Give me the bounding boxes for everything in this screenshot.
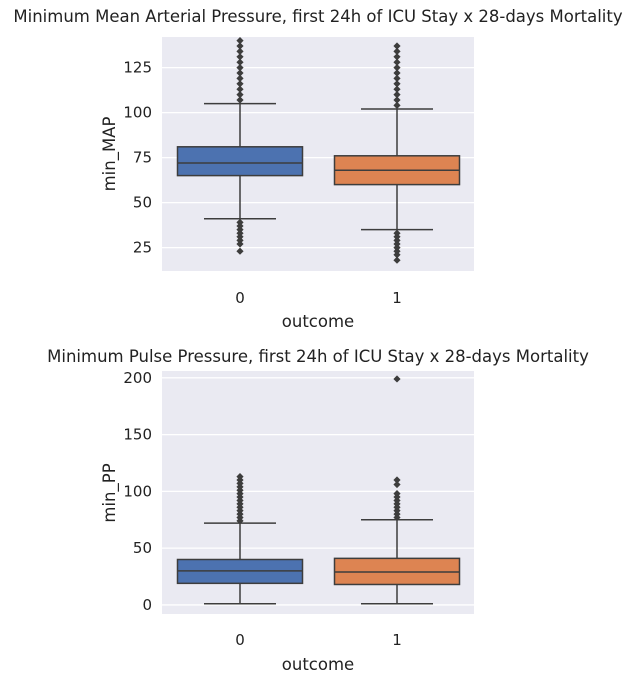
map-flier [393,74,401,82]
map-x-tick-1: 1 [392,289,402,307]
map-flier [236,91,244,99]
map-flier [236,74,244,82]
map-flier [236,64,244,72]
map-flier [236,53,244,61]
map-flier [393,229,401,237]
pp-y-tick-3: 150 [123,426,152,444]
map-x-tick-0: 0 [235,289,245,307]
map-flier [393,47,401,55]
map-flier [393,69,401,77]
map-flier [236,69,244,77]
pp-y-tick-1: 50 [133,539,152,557]
map-y-axis-label: min_MAP [100,117,120,192]
pp-x-axis-label: outcome [282,655,354,674]
map-y-tick-4: 125 [123,59,152,77]
pp-flier [393,476,401,484]
pp-y-tick-4: 200 [123,369,152,387]
map-flier [393,101,401,109]
pp-y-axis-label: min_PP [100,463,120,522]
map-flier [236,80,244,88]
map-flier [236,47,244,55]
pp-y-tick-0: 0 [142,596,152,614]
map-box-1 [333,42,461,264]
map-chart-title: Minimum Mean Arterial Pressure, first 24… [13,7,622,26]
pp-box-0 [176,473,304,605]
map-flier [236,37,244,45]
pp-x-tick-1: 1 [392,631,402,649]
map-y-tick-0: 25 [133,239,152,257]
map-flier [236,85,244,93]
map-flier [393,53,401,61]
map-y-tick-1: 50 [133,194,152,212]
pp-flier [393,480,401,489]
map-flier [393,42,401,50]
pp-flier [393,490,401,498]
map-flier [393,64,401,72]
pp-chart: Minimum Pulse Pressure, first 24h of ICU… [47,347,589,674]
map-flier [393,80,401,88]
map-y-tick-3: 100 [123,104,152,122]
map-flier [393,91,401,99]
map-chart: Minimum Mean Arterial Pressure, first 24… [13,7,622,331]
map-iqr-box [176,146,304,177]
map-flier [236,218,244,226]
map-flier [393,256,401,264]
map-flier [236,58,244,66]
map-flier [393,58,401,66]
map-flier [236,247,244,255]
pp-flier [236,473,244,481]
map-y-tick-2: 75 [133,149,152,167]
pp-y-tick-2: 100 [123,482,152,500]
map-x-axis-label: outcome [282,312,354,331]
map-flier [236,42,244,50]
map-flier [236,96,244,104]
map-flier [393,85,401,93]
pp-x-tick-0: 0 [235,631,245,649]
pp-flier [393,375,401,383]
pp-chart-title: Minimum Pulse Pressure, first 24h of ICU… [47,347,589,366]
pp-box-1 [333,375,461,605]
map-flier [236,229,244,237]
map-box-0 [176,37,304,255]
map-flier [393,96,401,104]
